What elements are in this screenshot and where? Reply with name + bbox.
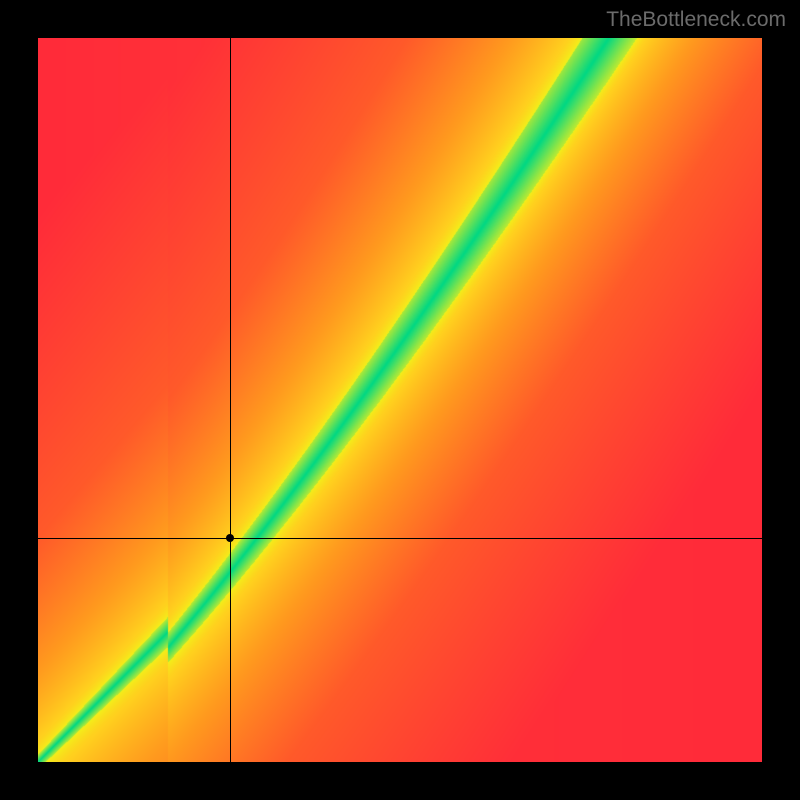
plot-area <box>38 38 762 762</box>
heatmap-canvas <box>38 38 762 762</box>
chart-container: TheBottleneck.com <box>0 0 800 800</box>
crosshair-marker <box>226 534 234 542</box>
crosshair-horizontal <box>38 538 762 539</box>
crosshair-vertical <box>230 38 231 762</box>
watermark-label: TheBottleneck.com <box>606 8 786 32</box>
